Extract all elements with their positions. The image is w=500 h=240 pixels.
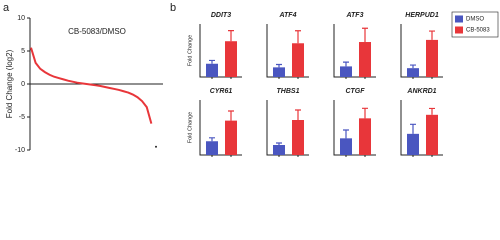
error-bar	[209, 59, 215, 64]
y-tick-label: 5	[21, 48, 25, 55]
bar	[359, 42, 371, 77]
y-tick-label: -5	[19, 114, 25, 121]
y-axis-label: Fold Change (log2)	[5, 49, 14, 118]
error-bar	[228, 30, 234, 42]
bar	[273, 145, 285, 155]
y-axis-label: Fold Change	[187, 35, 193, 67]
error-bar	[228, 110, 234, 121]
error-bar	[276, 63, 282, 68]
chart-title: DDIT3	[211, 12, 231, 19]
chart-title: ATF3	[346, 12, 364, 19]
error-bar	[343, 61, 349, 67]
error-bar	[362, 107, 368, 119]
annotation: CB-5083/DMSO	[68, 27, 126, 36]
figure: a b 10 5 0 -5 -10 Fold Change (log2) CB-5083/D…	[3, 2, 499, 157]
y-tick-label: 0	[21, 81, 25, 88]
error-bar	[295, 109, 301, 120]
legend-label: CB-5083	[466, 28, 490, 34]
error-bar	[295, 30, 301, 44]
bar	[292, 43, 304, 77]
error-bar	[209, 137, 215, 142]
bar	[426, 39, 438, 77]
legend-swatch	[455, 15, 463, 23]
chart-title: CTGF	[345, 88, 365, 95]
panel-label: a	[3, 2, 10, 14]
chart-title: ANKRD1	[406, 88, 436, 95]
y-axis-label: Fold Change	[187, 112, 193, 144]
y-tick-label: -10	[15, 147, 25, 154]
legend-label: DMSO	[466, 17, 484, 23]
bar	[407, 133, 419, 155]
y-tick-label: 10	[17, 15, 25, 22]
legend-box	[451, 11, 499, 38]
error-bar	[343, 129, 349, 139]
bar	[407, 68, 419, 77]
error-bar	[429, 107, 435, 115]
error-bar	[410, 64, 416, 69]
bar	[340, 138, 352, 155]
outlier-point	[155, 145, 157, 148]
error-bar	[410, 123, 416, 134]
legend-swatch	[455, 26, 463, 34]
bar	[225, 120, 237, 155]
error-bar	[362, 27, 368, 43]
bar	[206, 63, 218, 77]
bar	[340, 66, 352, 77]
panel-label: b	[170, 2, 176, 14]
bar	[206, 141, 218, 155]
chart-title: THBS1	[277, 88, 300, 95]
bar	[273, 67, 285, 77]
chart-title: HERPUD1	[405, 12, 439, 19]
chart-title: ATF4	[279, 12, 297, 19]
bar	[426, 114, 438, 155]
bar	[292, 120, 304, 155]
fold-change-curve	[30, 47, 153, 124]
chart-title: CYR61	[210, 88, 233, 95]
bar	[359, 118, 371, 155]
error-bar	[429, 30, 435, 40]
error-bar	[276, 142, 282, 145]
bar	[225, 41, 237, 77]
